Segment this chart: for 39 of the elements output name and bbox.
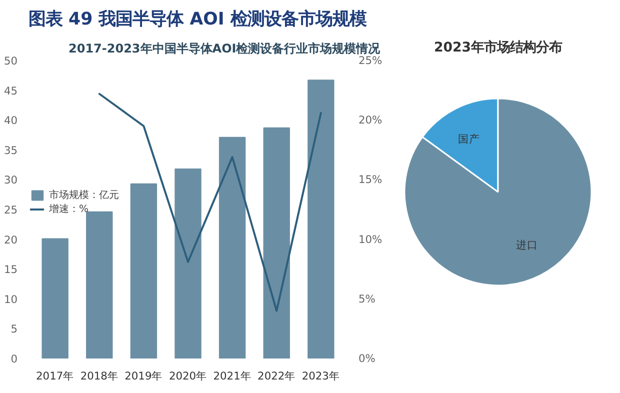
x-tick-label: 2017年 <box>36 370 74 382</box>
bar <box>218 136 246 358</box>
y2-tick-label: 20% <box>358 114 382 127</box>
y-tick-label: 30 <box>4 174 18 187</box>
bar <box>263 127 290 358</box>
slice-label: 国产 <box>458 132 480 146</box>
y-tick-label: 10 <box>4 292 18 306</box>
bar <box>86 211 113 358</box>
y2-tick-label: 10% <box>358 232 382 246</box>
y-tick-label: 0 <box>10 352 18 366</box>
y-tick-label: 15 <box>4 263 18 276</box>
bar <box>174 168 202 358</box>
chart-title: 2023年市场结构分布 <box>434 40 562 56</box>
bar <box>130 183 158 358</box>
y-tick-label: 20 <box>4 233 18 246</box>
bar <box>42 238 68 358</box>
y-tick-label: 35 <box>4 144 18 157</box>
y2-tick-label: 15% <box>358 173 382 186</box>
bar <box>308 80 334 358</box>
x-tick-label: 2018年 <box>80 370 118 382</box>
legend-label: 市场规模：亿元 <box>49 188 119 202</box>
slice-label: 进口 <box>516 238 538 252</box>
y2-tick-label: 0% <box>358 352 376 365</box>
x-tick-label: 2022年 <box>258 370 296 382</box>
legend-label: 增速：% <box>49 202 89 216</box>
x-tick-label: 2020年 <box>168 370 208 382</box>
y-tick-label: 50 <box>4 54 18 68</box>
x-tick-label: 2021年 <box>213 370 252 382</box>
chart-subtitle: 2017-2023年中国半导体AOI检测设备行业市场规模情况 <box>68 42 382 56</box>
x-tick-label: 2019年 <box>124 370 163 382</box>
y2-tick-label: 25% <box>358 54 382 67</box>
chart-title: 图表 49 我国半导体 AOI 检测设备市场规模 <box>28 10 366 30</box>
line-series <box>98 92 322 312</box>
x-tick-label: 2023年 <box>302 370 340 382</box>
y2-tick-label: 5% <box>358 292 376 306</box>
y-tick-label: 25 <box>4 204 18 216</box>
y-tick-label: 45 <box>4 84 18 98</box>
y-tick-label: 5 <box>10 322 18 336</box>
y-tick-label: 40 <box>4 114 18 128</box>
